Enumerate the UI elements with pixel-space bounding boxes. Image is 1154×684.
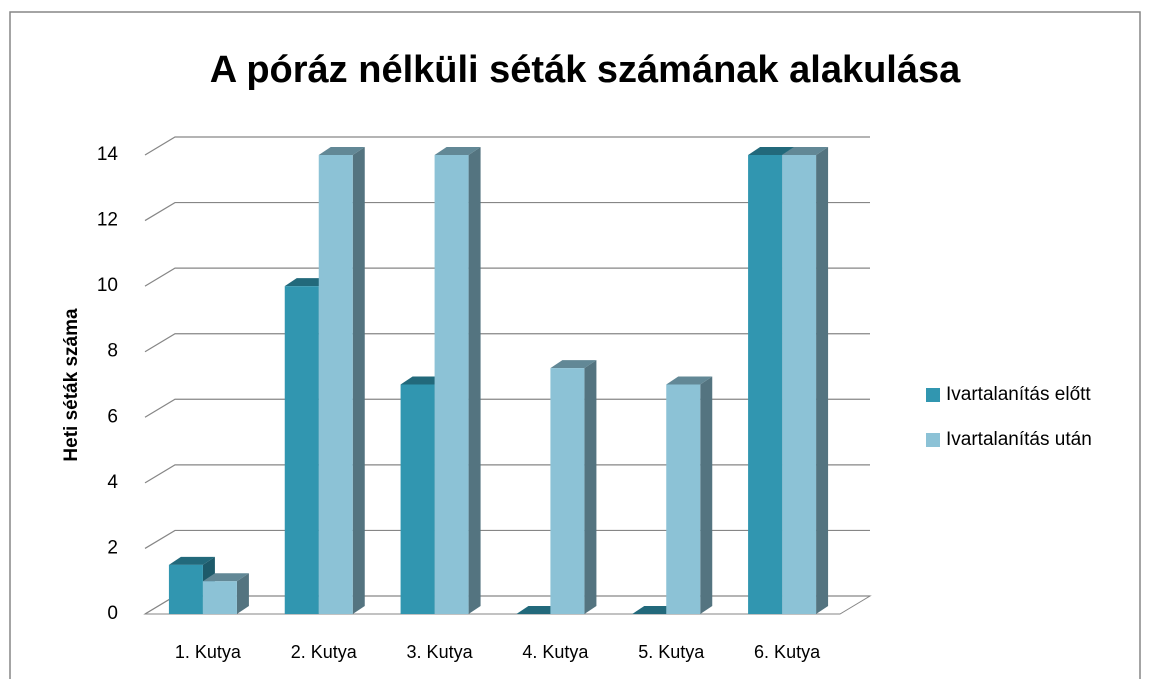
bar xyxy=(782,147,829,614)
x-tick-label: 2. Kutya xyxy=(291,642,358,662)
y-tick-label: 12 xyxy=(97,210,118,231)
bar-front xyxy=(748,155,783,614)
bar-side xyxy=(468,147,481,614)
bar-side xyxy=(700,376,713,614)
grid-line xyxy=(144,267,870,287)
bar-top xyxy=(318,147,365,155)
bar-front xyxy=(666,384,701,614)
bar-front xyxy=(202,581,237,614)
bar xyxy=(202,573,249,614)
grid-line xyxy=(144,333,870,353)
y-tick-label: 0 xyxy=(107,603,118,624)
grid-line xyxy=(144,201,870,222)
bar-front xyxy=(400,384,435,614)
y-tick-label: 6 xyxy=(107,406,118,427)
bar-side xyxy=(236,573,249,614)
x-tick-label: 4. Kutya xyxy=(522,642,589,662)
bar xyxy=(666,376,713,614)
bar-front xyxy=(550,368,585,614)
bar-top xyxy=(168,556,215,565)
bar-top xyxy=(782,147,829,155)
bar-top xyxy=(202,573,249,582)
y-tick-label: 2 xyxy=(107,537,118,558)
bar-side xyxy=(584,360,597,614)
legend-label: Ivartalanítás előtt xyxy=(946,384,1091,405)
bar-front xyxy=(434,155,469,614)
bar xyxy=(550,360,597,614)
legend-swatch xyxy=(926,433,940,447)
bar-top xyxy=(748,147,795,155)
x-tick-label: 1. Kutya xyxy=(175,642,242,662)
bar-top xyxy=(666,376,713,385)
chart-title: A póráz nélküli séták számának alakulása xyxy=(210,49,961,91)
x-tick-label: 6. Kutya xyxy=(754,642,821,662)
bar-top xyxy=(434,147,481,155)
y-tick-label: 8 xyxy=(107,341,118,362)
bar-front xyxy=(782,155,817,614)
x-tick-label: 5. Kutya xyxy=(638,642,705,662)
grid-line xyxy=(144,398,870,418)
grid-line xyxy=(144,529,870,549)
legend-label: Ivartalanítás után xyxy=(946,429,1092,450)
bar xyxy=(318,147,365,614)
bar xyxy=(434,147,481,614)
bar-front xyxy=(318,155,353,614)
bar-front xyxy=(284,286,319,614)
y-axis-label: Heti séták száma xyxy=(61,308,82,462)
y-tick-label: 14 xyxy=(97,144,119,165)
y-tick-label: 10 xyxy=(97,275,118,296)
y-tick-label: 4 xyxy=(107,472,118,493)
legend-swatch xyxy=(926,388,940,402)
bar-top xyxy=(550,360,597,369)
grid-line xyxy=(144,464,870,484)
bar-front xyxy=(168,564,203,614)
grid-line xyxy=(144,136,870,156)
bar-side xyxy=(816,147,829,614)
x-tick-label: 3. Kutya xyxy=(407,642,474,662)
bar-side xyxy=(352,147,365,614)
